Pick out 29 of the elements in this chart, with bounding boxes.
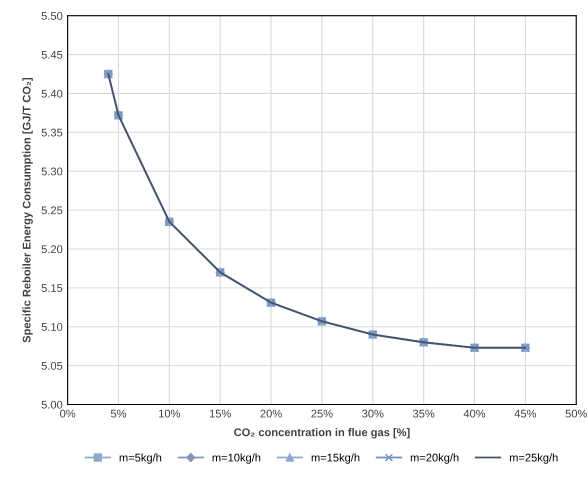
x-tick-label: 5% bbox=[110, 410, 126, 418]
x-tick-label: 50% bbox=[566, 410, 587, 418]
y-tick-label: 5.40 bbox=[42, 90, 62, 98]
y-tick-label: 5.30 bbox=[42, 168, 62, 176]
y-tick-label: 5.05 bbox=[42, 362, 62, 370]
y-tick-label: 5.20 bbox=[42, 245, 62, 254]
x-tick-label: 35% bbox=[412, 410, 434, 418]
y-tick-label: 5.00 bbox=[42, 400, 62, 409]
x-tick-label: 25% bbox=[311, 410, 333, 418]
y-tick-label: 5.15 bbox=[42, 284, 62, 292]
legend-label: m=15kg/h bbox=[312, 453, 360, 464]
y-axis-title: Specific Reboiler Energy Consumption [GJ/T CO₂] bbox=[22, 78, 33, 343]
y-tick-label: 5.25 bbox=[42, 206, 62, 214]
x-tick-label: 40% bbox=[464, 410, 486, 418]
y-tick-label: 5.45 bbox=[42, 51, 62, 59]
y-tick-label: 5.10 bbox=[42, 323, 62, 331]
x-tick-label: 20% bbox=[260, 410, 282, 418]
y-tick-label: 5.50 bbox=[42, 12, 62, 20]
x-tick-label: 15% bbox=[210, 410, 231, 418]
y-tick-label: 5.35 bbox=[42, 128, 62, 137]
x-tick-label: 10% bbox=[159, 410, 180, 418]
legend-label: m=5kg/h bbox=[120, 453, 162, 464]
x-axis-title: CO₂ concentration in flue gas [%] bbox=[234, 428, 410, 438]
legend-label: m=20kg/h bbox=[410, 453, 458, 464]
x-tick-label: 45% bbox=[514, 410, 536, 418]
x-tick-label: 30% bbox=[362, 410, 384, 418]
legend-label: m=25kg/h bbox=[510, 453, 558, 464]
x-tick-label: 0% bbox=[60, 410, 76, 418]
legend-label: m=10kg/h bbox=[212, 453, 260, 464]
